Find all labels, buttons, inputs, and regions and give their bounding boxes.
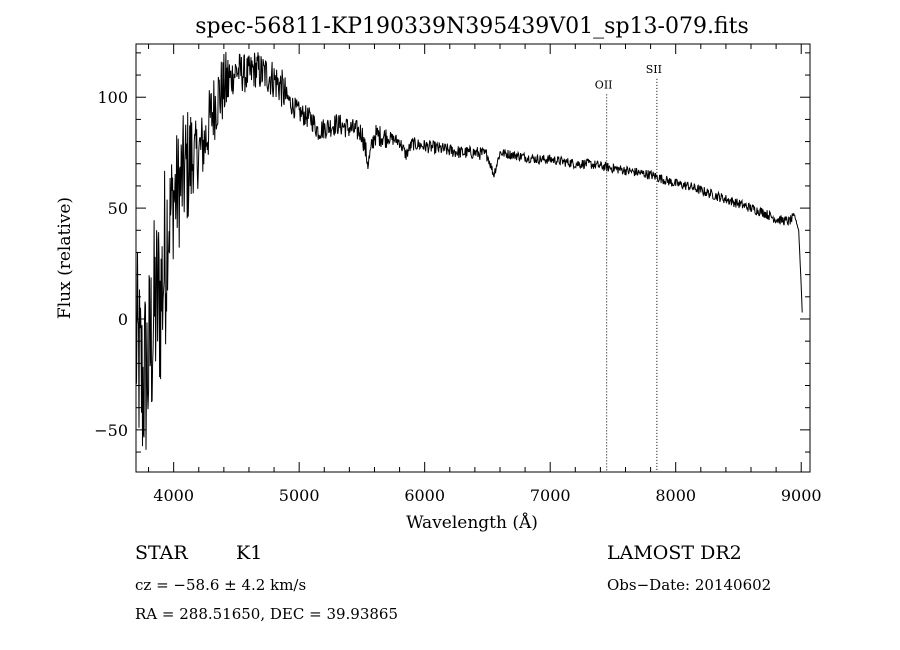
x-axis-label: Wavelength (Å) bbox=[406, 512, 538, 533]
survey-name: LAMOST DR2 bbox=[607, 542, 742, 564]
y-tick-label: 50 bbox=[108, 199, 128, 218]
y-axis-label: Flux (relative) bbox=[55, 197, 75, 319]
y-tick-label: 100 bbox=[97, 88, 128, 107]
spectrum-line bbox=[135, 51, 803, 450]
redshift-velocity: cz = −58.6 ± 4.2 km/s bbox=[135, 576, 306, 594]
y-tick-label: 0 bbox=[118, 310, 128, 329]
sky-coordinates: RA = 288.51650, DEC = 39.93865 bbox=[135, 605, 398, 623]
x-tick-label: 6000 bbox=[404, 486, 445, 505]
x-tick-label: 7000 bbox=[530, 486, 571, 505]
emission-line-label: OII bbox=[595, 78, 613, 91]
plot-frame bbox=[135, 43, 811, 473]
x-tick-label: 5000 bbox=[279, 486, 320, 505]
axis-ticks: 4000 5000 6000 7000 8000 9000 −50 0 50 100 bbox=[94, 44, 822, 505]
x-tick-label: 8000 bbox=[655, 486, 696, 505]
x-tick-label: 4000 bbox=[153, 486, 194, 505]
emission-line-label: SII bbox=[646, 63, 662, 76]
object-class: STAR bbox=[135, 542, 188, 564]
y-tick-label: −50 bbox=[94, 421, 128, 440]
object-subclass: K1 bbox=[236, 542, 262, 564]
emission-line-markers: OII SII bbox=[595, 63, 662, 472]
observation-date: Obs−Date: 20140602 bbox=[607, 576, 771, 594]
chart-title: spec-56811-KP190339N395439V01_sp13-079.f… bbox=[195, 14, 749, 39]
x-tick-label: 9000 bbox=[781, 486, 822, 505]
